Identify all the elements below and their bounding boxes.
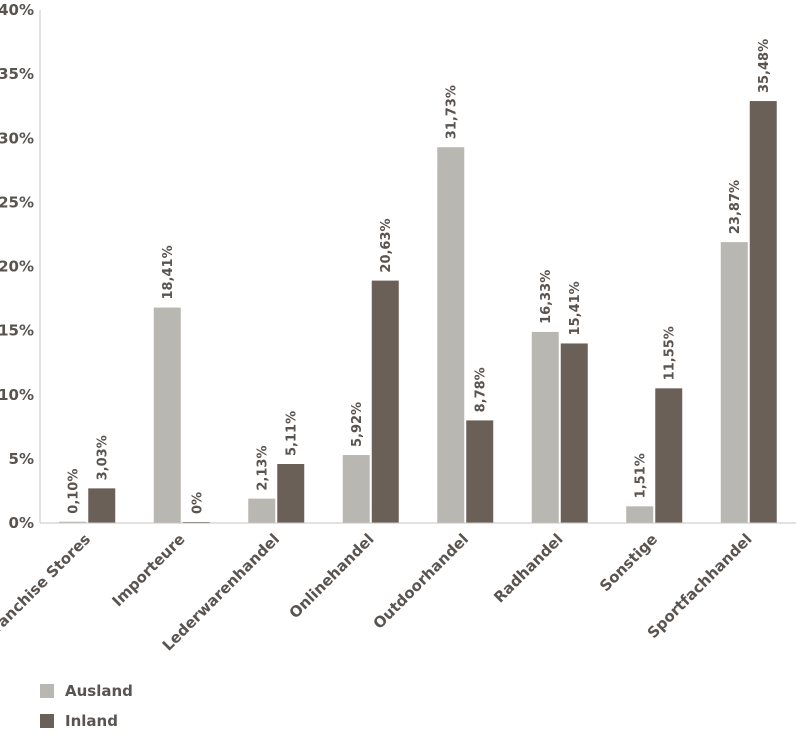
data-label: 15,41% <box>568 281 583 335</box>
bar-ausland <box>531 331 559 523</box>
data-label: 1,51% <box>634 453 649 498</box>
bar-ausland <box>59 521 87 523</box>
data-label: 2,13% <box>256 446 271 491</box>
y-axis: 0% 5% 10% 15% 20% 25% 30% 35% 40% <box>0 1 41 532</box>
data-label: 3,03% <box>96 435 111 480</box>
data-label: 18,41% <box>161 245 176 299</box>
x-tick-label: Importeure <box>108 530 188 610</box>
data-label: 16,33% <box>539 270 554 324</box>
bar-inland <box>371 280 399 523</box>
bar-ausland <box>342 455 370 523</box>
x-tick-label: Sportfachhandel <box>644 530 756 642</box>
y-tick-label: 5% <box>9 450 34 468</box>
bar-inland <box>749 101 777 524</box>
data-label: 23,87% <box>728 180 743 234</box>
x-tick-label: Sonstige <box>596 530 661 595</box>
bar-inland <box>560 343 588 523</box>
legend-label-inland: Inland <box>65 712 118 730</box>
y-tick-label: 20% <box>0 258 34 276</box>
data-label: 8,78% <box>474 367 489 412</box>
data-label: 5,11% <box>285 411 300 456</box>
y-tick-label: 25% <box>0 193 34 211</box>
y-tick-label: 10% <box>0 386 34 404</box>
bar-ausland <box>153 307 181 523</box>
y-tick-label: 0% <box>9 514 34 532</box>
data-label: 11,55% <box>663 326 678 380</box>
bar-chart: 0% 5% 10% 15% 20% 25% 30% 35% 40% 0,10% 3,03% 18,4… <box>0 1 796 654</box>
y-tick-label: 40% <box>0 1 34 19</box>
y-tick-label: 15% <box>0 322 34 340</box>
data-label: 0% <box>190 492 205 514</box>
legend-item-ausland: Ausland <box>40 676 133 706</box>
data-label: 20,63% <box>379 218 394 272</box>
bar-ausland <box>437 147 465 524</box>
y-tick-label: 35% <box>0 65 34 83</box>
legend: Ausland Inland <box>40 676 133 736</box>
bar-ausland <box>626 506 654 523</box>
x-tick-label: Onlinehandel <box>286 530 378 622</box>
bars: 0,10% 3,03% 18,41% 0% 2,13% 5,11% 5,92% 20,63% 3… <box>59 39 777 524</box>
data-label: 35,48% <box>757 39 772 93</box>
bar-ausland <box>720 242 748 523</box>
bar-inland <box>655 388 683 523</box>
data-label: 0,10% <box>67 469 82 514</box>
y-tick-label: 30% <box>0 129 34 147</box>
x-tick-label: Outdoorhandel <box>370 530 472 632</box>
data-label: 31,73% <box>445 85 460 139</box>
bar-ausland <box>248 498 276 523</box>
bar-inland <box>466 420 494 523</box>
legend-label-ausland: Ausland <box>65 682 133 700</box>
legend-swatch-inland <box>40 714 54 728</box>
bar-inland <box>88 488 116 523</box>
x-tick-label: Radhandel <box>490 530 566 606</box>
legend-item-inland: Inland <box>40 706 133 736</box>
data-label: 5,92% <box>350 402 365 447</box>
bar-inland <box>277 464 305 523</box>
legend-swatch-ausland <box>40 684 54 698</box>
x-tick-label: Franchise Stores <box>0 530 94 643</box>
x-axis: Franchise Stores ImporteureLederwarenhand… <box>0 522 796 654</box>
